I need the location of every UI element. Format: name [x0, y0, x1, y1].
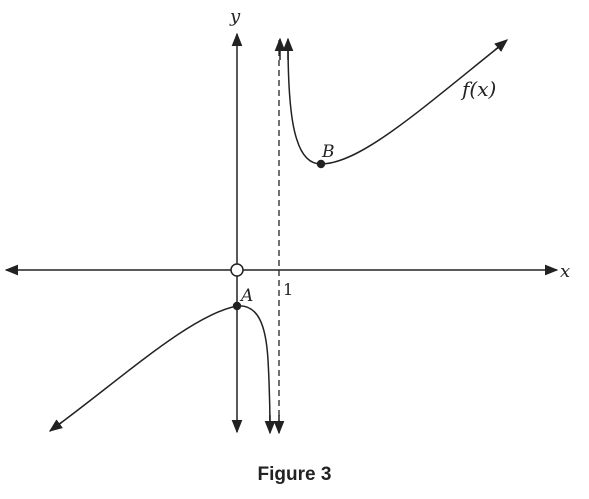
- y-axis-label: y: [229, 6, 241, 27]
- point-a: [232, 301, 242, 311]
- curve-label: f(x): [460, 77, 496, 101]
- point-b-label: B: [321, 142, 335, 162]
- point-a-label: A: [239, 286, 253, 306]
- point-b: [316, 159, 326, 169]
- left-branch-start-arrow: [48, 419, 63, 432]
- origin-open-circle: [230, 263, 244, 277]
- figure-caption: Figure 3: [257, 464, 332, 485]
- x-axis-label: x: [560, 261, 570, 282]
- right-branch-end-arrow: [494, 39, 509, 52]
- curve-right-branch: [287, 41, 506, 165]
- asymptote-tick-label: 1: [283, 280, 293, 299]
- curve-left-branch: [49, 305, 271, 433]
